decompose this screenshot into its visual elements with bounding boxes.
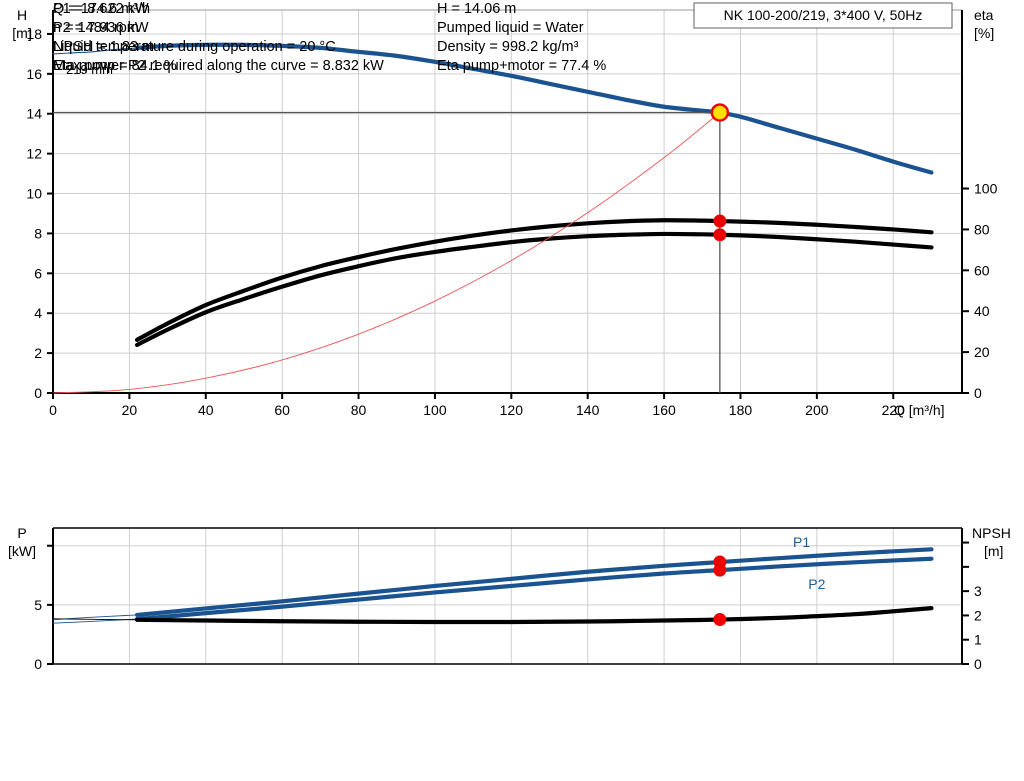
curve-npsh [134, 606, 934, 625]
bottom-y-left-title-2: [kW] [8, 543, 36, 559]
x-tick-label-0: 0 [49, 402, 57, 418]
y-left-tick-label-16: 16 [26, 66, 42, 82]
title-box-frame [693, 2, 953, 29]
info-line-p2: P2 = 7.936 kW [53, 20, 149, 36]
y-left-tick-label-4: 4 [34, 305, 42, 321]
impeller-diameter-label: 219 mm [66, 62, 113, 77]
bottom-y-left-tick-label-0: 0 [34, 656, 42, 672]
x-tick-label-40: 40 [198, 402, 214, 418]
y-left-tick-label-18: 18 [26, 26, 42, 42]
x-tick-label-160: 160 [652, 402, 676, 418]
operating-data-right: H = 14.06 m Pumped liquid = Water Densit… [437, 0, 606, 76]
info-line-n: n = 1484 rpm [53, 20, 139, 36]
x-tick-label-140: 140 [576, 402, 600, 418]
y-left-tick-label-8: 8 [34, 225, 42, 241]
power-data-block: P1 = 8.622 kW P2 = 7.936 kW NPSH = 1.83 … [53, 0, 384, 76]
y-left-tick-label-0: 0 [34, 385, 42, 401]
series-label-p1: P1 [793, 534, 810, 550]
curve-p1 [134, 547, 934, 618]
operating-data-left: Q = 174.6 m³/h n = 1484 rpm Liquid tempe… [53, 0, 336, 76]
chart-title-box: NK 100-200/219, 3*400 V, 50Hz [693, 2, 953, 29]
bottom-series [52, 547, 934, 625]
x-axis-title: Q [m³/h] [894, 402, 945, 418]
x-tick-label-80: 80 [351, 402, 367, 418]
y-left-axis-title-2: [m] [12, 25, 31, 41]
y-right-tick-label-60: 60 [974, 262, 990, 278]
x-tick-label-100: 100 [423, 402, 447, 418]
bottom-y-right-title-1: NPSH [972, 525, 1011, 541]
y-left-tick-label-2: 2 [34, 345, 42, 361]
y-right-tick-label-100: 100 [974, 181, 998, 197]
curve-eta-pump [134, 218, 934, 342]
y-left-tick-label-14: 14 [26, 106, 42, 122]
duty-crosshair [53, 111, 721, 393]
bottom-y-right-tick-label-3: 3 [974, 583, 982, 599]
x-tick-label-200: 200 [805, 402, 829, 418]
power-summary: P1 = 8.622 kW P2 = 7.936 kW NPSH = 1.83 … [0, 1, 1024, 182]
info-line-h: H = 14.06 m [437, 1, 517, 17]
y-left-tick-label-12: 12 [26, 146, 42, 162]
x-tick-label-20: 20 [122, 402, 138, 418]
bottom-y-right-tick-label-1: 1 [974, 632, 982, 648]
curve-npsh-extension [52, 618, 138, 621]
curve-system-curve [52, 112, 721, 394]
y-right-tick-label-40: 40 [974, 303, 990, 319]
info-line-npsh: NPSH = 1.83 m [53, 39, 155, 55]
power-npsh-chart: P1 P2 P [kW] 0 5 NPSH [m] 0 1 2 3 [0, 516, 1024, 688]
eta-duty-dot-2 [713, 228, 727, 242]
bottom-y-left-tick-label-5: 5 [34, 597, 42, 613]
y-left-axis-title-1: H [17, 7, 27, 23]
curve-eta-pump-motor [134, 231, 934, 348]
y-right-tick-label-20: 20 [974, 344, 990, 360]
curve-head-curve-219-mm [134, 42, 934, 175]
info-line-density: Density = 998.2 kg/m³ [437, 39, 579, 55]
info-line-temp: Liquid temperature during operation = 20… [53, 39, 336, 55]
x-tick-label-120: 120 [500, 402, 524, 418]
bottom-y-right-tick-label-2: 2 [974, 607, 982, 623]
x-tick-label-60: 60 [274, 402, 290, 418]
curve-head-curve-extension [52, 47, 138, 55]
power-npsh-plot: P1 P2 P [kW] 0 5 NPSH [m] 0 1 2 3 [8, 525, 1011, 672]
info-line-eta-pump: Eta pump = 84.1 % [53, 58, 177, 74]
y-right-tick-label-80: 80 [974, 221, 990, 237]
bottom-duty-dot-2 [713, 563, 727, 577]
head-efficiency-plot: 219 mm H [m] 0 2 4 6 8 10 12 14 16 18 eta [%] 0 20 40 60 80… [12, 2, 998, 418]
bottom-duty-dot-3 [713, 613, 727, 627]
head-efficiency-chart: 219 mm H [m] 0 2 4 6 8 10 12 14 16 18 eta [%] 0 20 40 60 80… [12, 2, 998, 418]
duty-point-marker[interactable] [710, 103, 730, 122]
bottom-y-left-title-1: P [17, 525, 26, 541]
info-line-eta-total: Eta pump+motor = 77.4 % [437, 58, 607, 74]
y-right-tick-label-0: 0 [974, 385, 982, 401]
info-line-liquid: Pumped liquid = Water [437, 20, 584, 36]
bottom-y-right-tick-label-0: 0 [974, 656, 982, 672]
chart-title-text: NK 100-200/219, 3*400 V, 50Hz [724, 7, 923, 23]
y-right-axis-title-1: eta [974, 7, 994, 23]
top-gridlines [53, 10, 962, 393]
info-line-q: Q = 174.6 m³/h [53, 1, 151, 17]
eta-duty-dot-1 [713, 214, 727, 228]
curve-p2 [134, 556, 934, 622]
info-line-maxp2: Max power P2 required along the curve = … [53, 58, 384, 74]
x-tick-label-220: 220 [882, 402, 906, 418]
bottom-y-right-title-2: [m] [984, 543, 1003, 559]
y-right-axis-title-2: [%] [974, 25, 994, 41]
bottom-gridlines [53, 528, 962, 665]
info-line-p1: P1 = 8.622 kW [53, 1, 149, 17]
y-left-tick-label-6: 6 [34, 265, 42, 281]
top-series [52, 42, 934, 394]
x-tick-label-180: 180 [729, 402, 753, 418]
y-left-tick-label-10: 10 [26, 186, 42, 202]
operating-point-summary: Q = 174.6 m³/h n = 1484 rpm Liquid tempe… [0, 0, 1024, 92]
series-label-p2: P2 [808, 576, 825, 592]
